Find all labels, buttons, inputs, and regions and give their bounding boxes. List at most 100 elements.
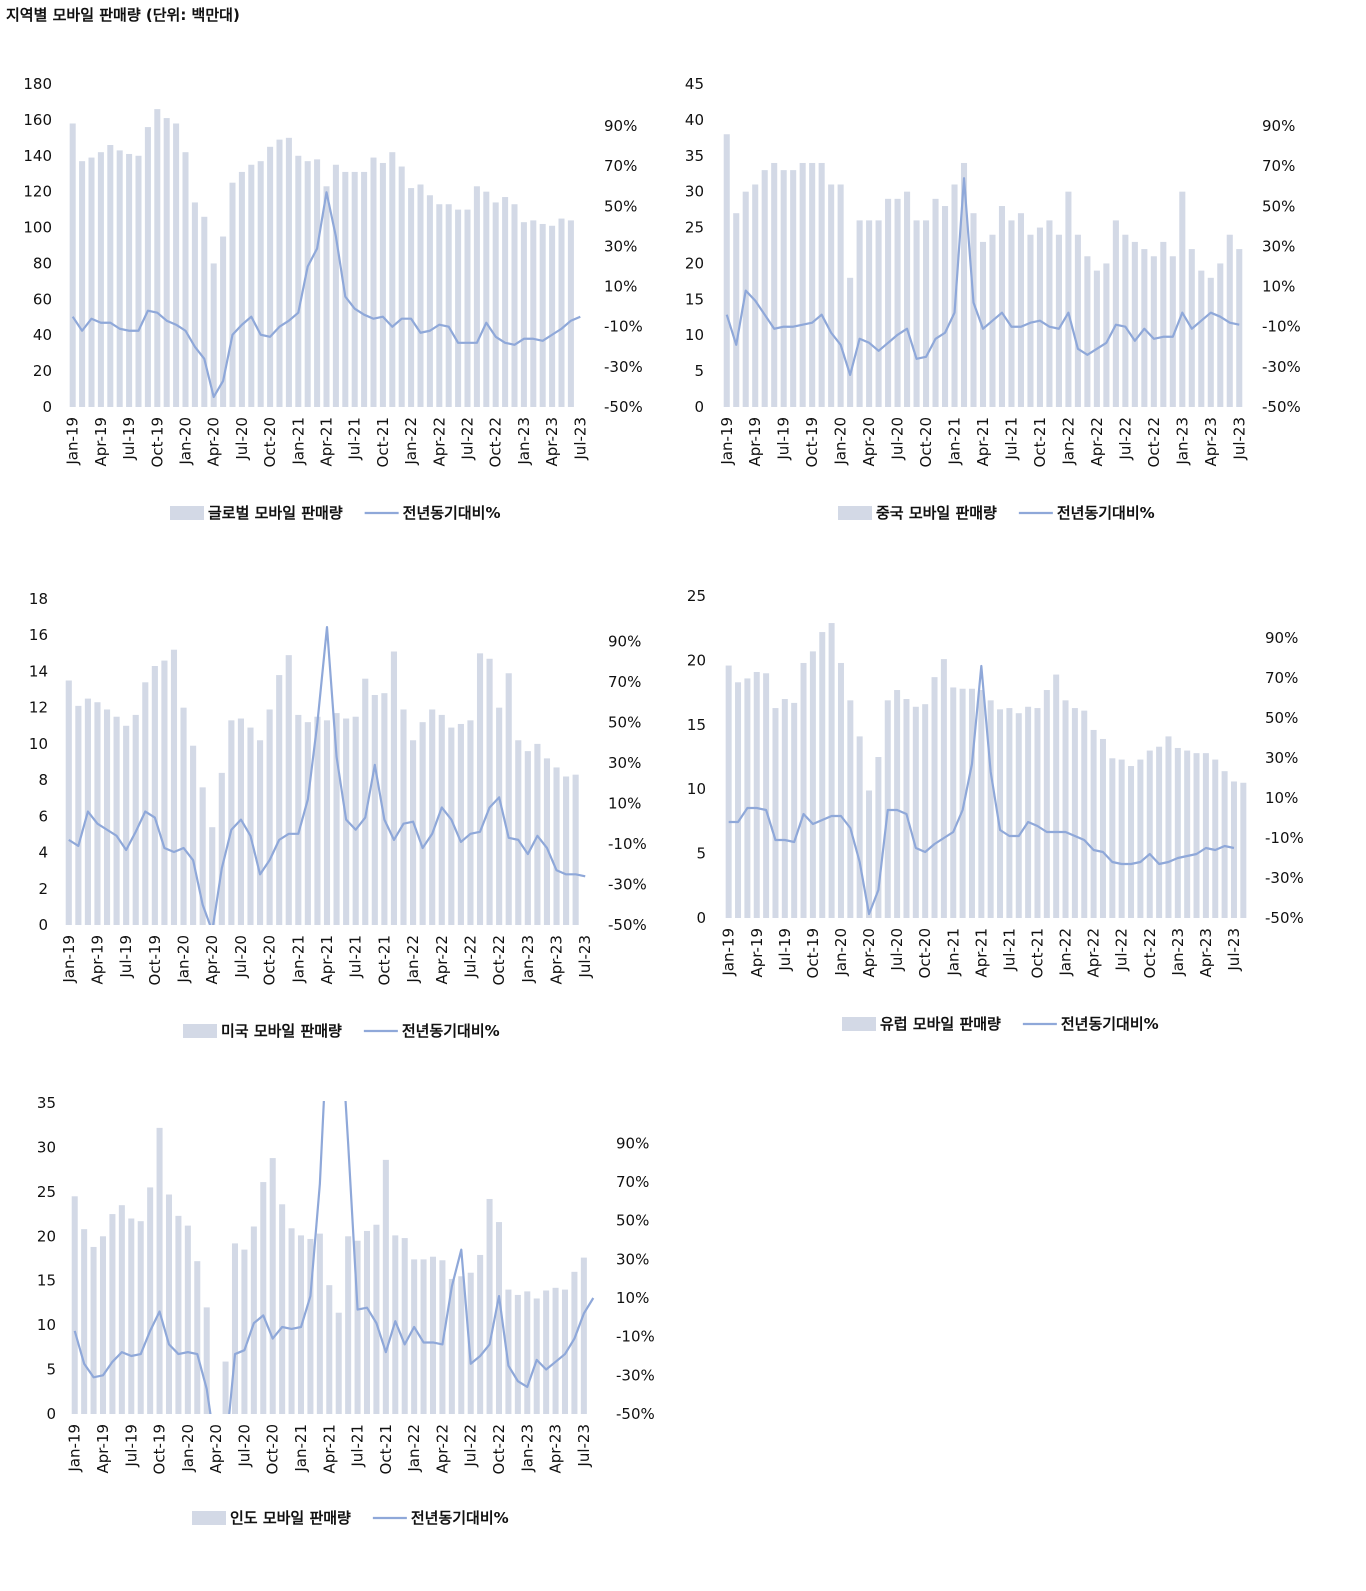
bar bbox=[511, 204, 518, 407]
bar bbox=[65, 680, 72, 925]
x-tick-label: Jan-20 bbox=[832, 417, 850, 466]
x-tick-label: Jan-21 bbox=[289, 935, 307, 984]
legend-line-label: 전년동기대비% bbox=[411, 1509, 509, 1527]
x-tick-label: Apr-22 bbox=[433, 1424, 451, 1474]
bar bbox=[323, 186, 330, 407]
x-tick-label: Apr-21 bbox=[974, 417, 992, 467]
bar bbox=[467, 720, 474, 925]
bar bbox=[1112, 220, 1119, 407]
y-tick-label: 20 bbox=[33, 362, 52, 380]
x-tick-label: Jan-19 bbox=[60, 935, 78, 984]
y-tick-label: 10 bbox=[37, 1316, 56, 1334]
bar bbox=[791, 702, 798, 918]
bar bbox=[191, 202, 198, 407]
bar bbox=[1122, 234, 1129, 407]
y-tick-label: 15 bbox=[37, 1272, 56, 1290]
y-tick-label: 40 bbox=[685, 111, 704, 129]
bar bbox=[184, 1225, 191, 1414]
bar bbox=[201, 216, 208, 407]
bar bbox=[483, 191, 490, 407]
bar bbox=[113, 716, 120, 925]
x-tick-label: Apr-23 bbox=[548, 935, 566, 985]
y2-tick-label: -50% bbox=[608, 916, 647, 934]
legend-bar-swatch bbox=[842, 1017, 876, 1031]
bar bbox=[247, 727, 254, 925]
bar bbox=[837, 184, 844, 407]
bar bbox=[445, 204, 452, 407]
bar bbox=[567, 220, 574, 407]
bar bbox=[543, 758, 551, 925]
bar bbox=[959, 688, 966, 918]
bar bbox=[79, 161, 86, 407]
bar bbox=[97, 152, 104, 407]
bar bbox=[1156, 746, 1163, 918]
bar bbox=[828, 184, 835, 407]
bar bbox=[132, 714, 139, 925]
y-tick-label: 20 bbox=[685, 254, 704, 272]
bar bbox=[904, 191, 911, 407]
bar bbox=[326, 1285, 333, 1414]
bar bbox=[288, 1228, 295, 1414]
y-tick-label: 15 bbox=[685, 290, 704, 308]
bar bbox=[220, 236, 227, 407]
bar bbox=[477, 1254, 484, 1414]
bar bbox=[968, 688, 975, 918]
bar bbox=[88, 157, 95, 407]
bar bbox=[379, 162, 386, 407]
x-tick-label: Oct-21 bbox=[374, 417, 392, 467]
x-tick-label: Apr-21 bbox=[318, 935, 336, 985]
bar bbox=[1046, 220, 1053, 407]
y2-tick-label: -50% bbox=[1265, 909, 1304, 927]
x-tick-label: Jul-20 bbox=[233, 417, 251, 461]
bar bbox=[173, 123, 180, 408]
y-tick-label: 16 bbox=[29, 626, 48, 644]
x-tick-label: Jan-19 bbox=[66, 1424, 84, 1473]
x-tick-label: Oct-22 bbox=[490, 1424, 508, 1474]
bar bbox=[515, 740, 522, 925]
bar bbox=[1062, 700, 1069, 918]
bar bbox=[580, 1257, 587, 1414]
legend-bar-swatch bbox=[170, 506, 204, 520]
x-tick-label: Apr-23 bbox=[543, 417, 561, 467]
x-tick-label: Oct-19 bbox=[151, 1424, 169, 1474]
bar bbox=[1174, 747, 1181, 918]
bar bbox=[381, 693, 388, 925]
bar bbox=[735, 682, 742, 918]
bar bbox=[1160, 241, 1167, 407]
y-tick-label: 35 bbox=[37, 1094, 56, 1112]
bar bbox=[978, 690, 985, 918]
bar bbox=[1008, 220, 1015, 407]
x-tick-label: Oct-20 bbox=[264, 1424, 282, 1474]
chart-india: 0 5 10 15 20 25 30 35 -50% -30% -10% 10% 30% 50% 70% 90… bbox=[37, 1094, 655, 1527]
x-tick-label: Jul-20 bbox=[235, 1424, 253, 1468]
yoy-line bbox=[73, 1101, 595, 1414]
bar bbox=[194, 1261, 201, 1414]
bar bbox=[429, 709, 436, 925]
bar bbox=[1165, 736, 1172, 918]
bar bbox=[371, 694, 378, 925]
bar bbox=[389, 152, 396, 407]
y-tick-label: 14 bbox=[29, 662, 48, 680]
y-tick-label: 180 bbox=[23, 75, 52, 93]
bar bbox=[894, 198, 901, 407]
bar bbox=[295, 714, 302, 925]
bar bbox=[107, 145, 114, 407]
x-tick-label: Oct-20 bbox=[261, 417, 279, 467]
x-tick-label: Jul-21 bbox=[347, 935, 365, 979]
bar bbox=[942, 206, 949, 407]
legend-bar-label: 유럽 모바일 판매량 bbox=[880, 1015, 1001, 1033]
bar bbox=[1150, 256, 1157, 407]
bar bbox=[448, 1278, 455, 1414]
bar bbox=[781, 699, 788, 918]
bar bbox=[99, 1236, 107, 1414]
bar bbox=[335, 1312, 342, 1414]
x-tick-label: Jul-21 bbox=[1000, 928, 1018, 972]
bar bbox=[1099, 738, 1106, 918]
bar bbox=[997, 709, 1004, 918]
bar bbox=[1128, 766, 1135, 918]
chart-europe: 0 5 10 15 20 25 -50% -30% -10% 10% 30% 50% 70% 90% Jan… bbox=[687, 587, 1304, 1033]
bar bbox=[401, 1238, 408, 1414]
y2-tick-label: 10% bbox=[604, 278, 637, 296]
x-tick-label: Oct-20 bbox=[917, 417, 935, 467]
bar bbox=[417, 184, 424, 407]
